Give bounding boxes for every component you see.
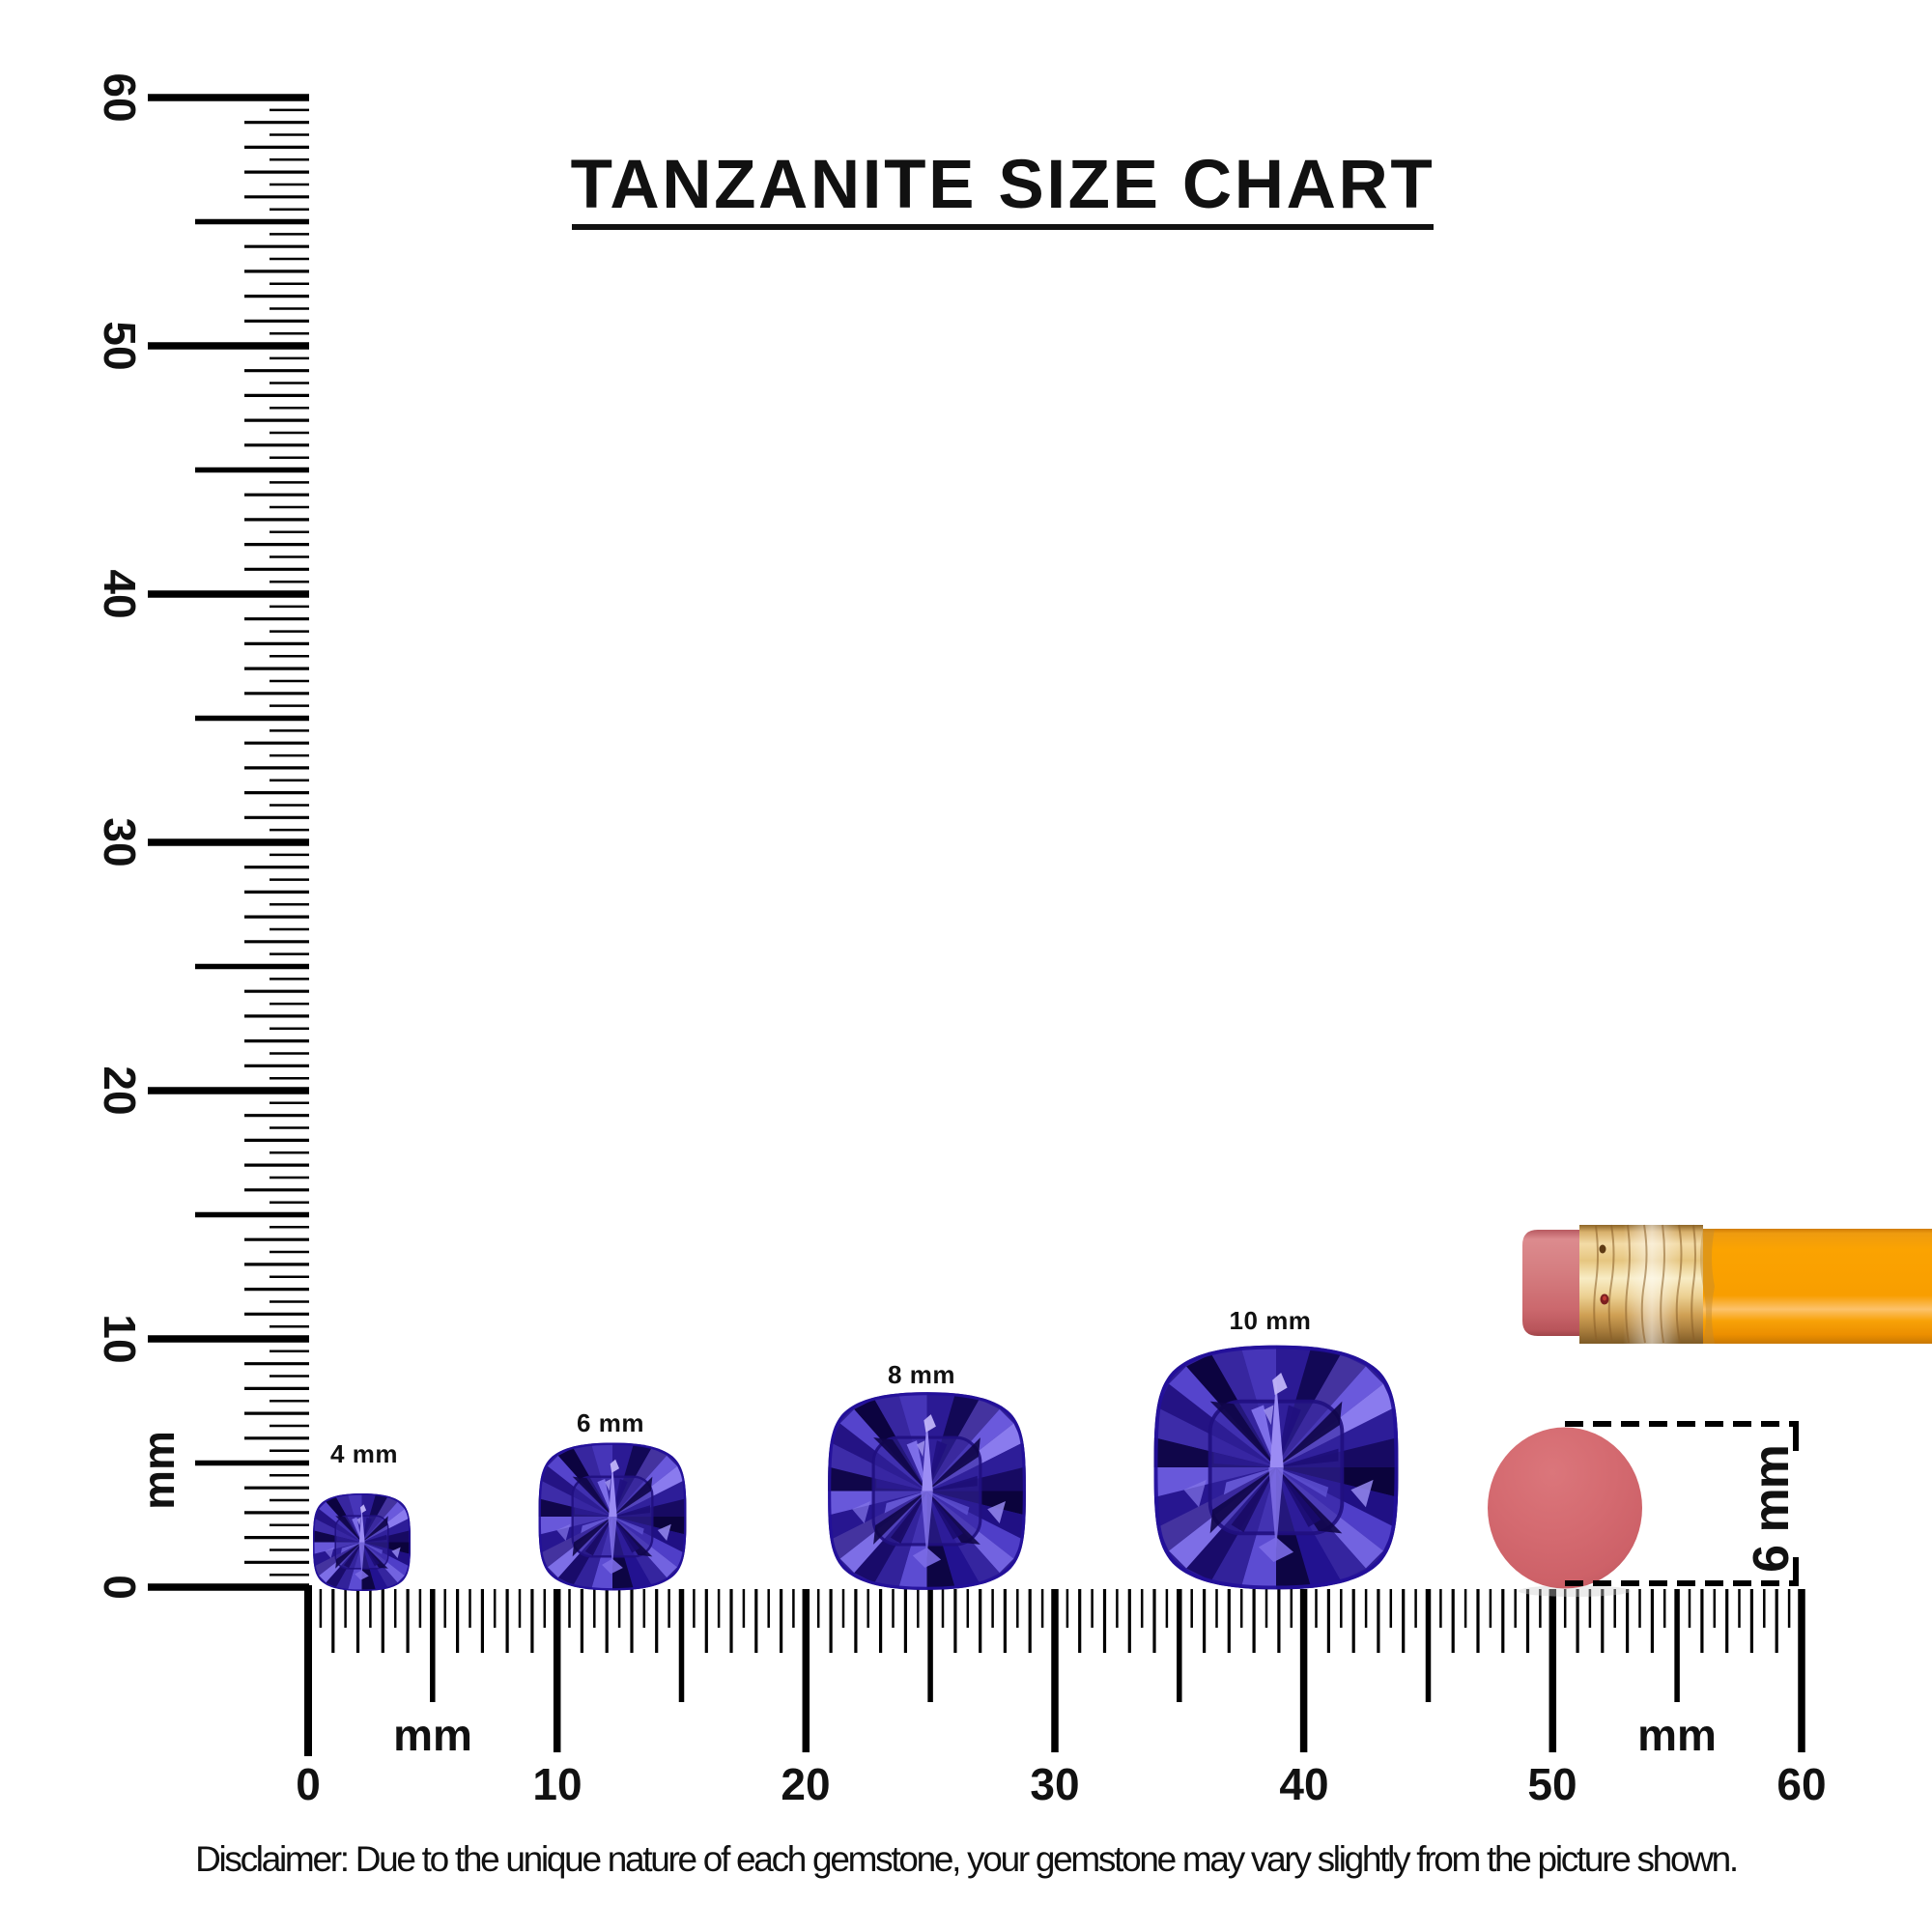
svg-text:30: 30 bbox=[1030, 1759, 1079, 1809]
svg-text:6 mm: 6 mm bbox=[1744, 1445, 1800, 1573]
svg-text:10: 10 bbox=[95, 1314, 145, 1363]
svg-text:20: 20 bbox=[95, 1065, 145, 1115]
svg-text:60: 60 bbox=[1776, 1759, 1826, 1809]
svg-text:mm: mm bbox=[1637, 1710, 1717, 1760]
svg-text:0: 0 bbox=[95, 1575, 145, 1600]
svg-text:20: 20 bbox=[781, 1759, 830, 1809]
svg-text:0: 0 bbox=[296, 1759, 321, 1809]
svg-text:50: 50 bbox=[95, 321, 145, 370]
svg-text:10: 10 bbox=[532, 1759, 582, 1809]
svg-text:40: 40 bbox=[95, 569, 145, 618]
svg-text:40: 40 bbox=[1279, 1759, 1328, 1809]
svg-text:mm: mm bbox=[393, 1710, 472, 1760]
svg-text:4 mm: 4 mm bbox=[330, 1439, 398, 1468]
svg-text:60: 60 bbox=[95, 72, 145, 122]
svg-text:mm: mm bbox=[133, 1431, 184, 1510]
svg-text:6 mm: 6 mm bbox=[577, 1408, 644, 1437]
svg-text:50: 50 bbox=[1527, 1759, 1577, 1809]
svg-text:8 mm: 8 mm bbox=[888, 1360, 955, 1389]
svg-text:30: 30 bbox=[95, 817, 145, 867]
svg-text:10 mm: 10 mm bbox=[1230, 1306, 1312, 1335]
